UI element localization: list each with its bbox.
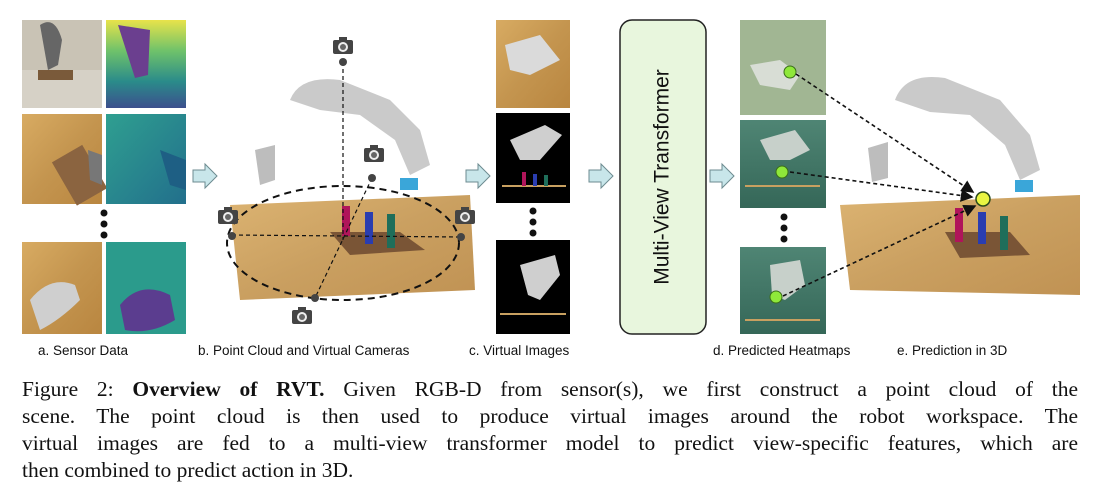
caption-figure-number: Figure 2:	[22, 377, 114, 401]
panel-label-sensor-data: a. Sensor Data	[38, 343, 129, 358]
predicted-heatmaps-panel	[740, 20, 826, 334]
caption-line-2: scene. The point cloud is then used to p…	[22, 404, 1078, 428]
caption-title: Overview of RVT.	[132, 377, 325, 401]
point-cloud-panel	[218, 37, 475, 324]
panel-label-point-cloud: b. Point Cloud and Virtual Cameras	[198, 343, 410, 358]
panel-label-virtual-images: c. Virtual Images	[469, 343, 570, 358]
sensor-data-panel	[22, 20, 186, 334]
camera-icon	[292, 307, 312, 324]
figure-caption: Figure 2: Overview of RVT. Given RGB-D f…	[22, 376, 1078, 484]
camera-icon	[364, 145, 384, 162]
panel-label-heatmaps: d. Predicted Heatmaps	[713, 343, 851, 358]
right-arrow-icon	[588, 163, 614, 189]
transformer-label: Multi-View Transformer	[651, 69, 674, 285]
multi-view-transformer-box: Multi-View Transformer	[619, 19, 707, 335]
caption-line-1-text: Given RGB-D from sensor(s), we first con…	[343, 377, 1079, 401]
right-arrow-icon	[465, 163, 491, 189]
caption-line-3: virtual images are fed to a multi-view t…	[22, 431, 1078, 455]
prediction-3d-panel	[782, 73, 1080, 297]
caption-line-4: then combined to predict action in 3D.	[22, 458, 354, 482]
prediction-point	[975, 191, 991, 207]
caption-line-1: Figure 2: Overview of RVT. Given RGB-D f…	[22, 376, 1078, 403]
right-arrow-icon	[192, 163, 218, 189]
right-arrow-icon	[709, 163, 735, 189]
panel-label-prediction: e. Prediction in 3D	[897, 343, 1008, 358]
camera-icon	[333, 37, 353, 54]
rvt-overview-figure: Multi-View Transformer	[22, 19, 1080, 335]
virtual-images-panel	[496, 20, 570, 334]
